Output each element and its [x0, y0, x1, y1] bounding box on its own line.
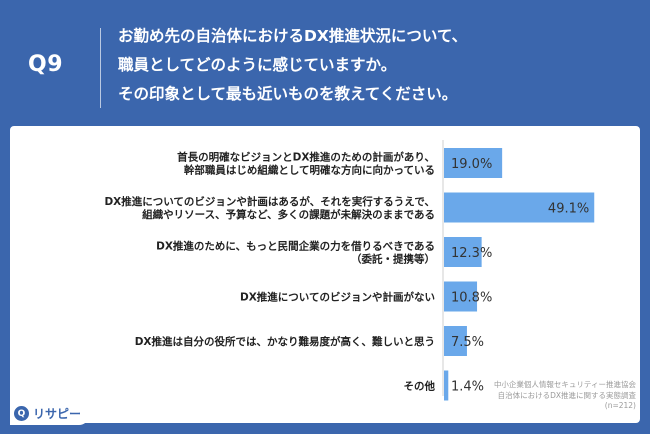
category-label-0-1: 幹部職員はじめ組織として明確な方向に向かっている [184, 164, 435, 177]
question-line-1: お勤め先の自治体におけるDX推進状況について、 [118, 27, 468, 45]
category-label-0-0: 首長の明確なビジョンとDX推進のための計画があり、 [177, 151, 435, 164]
question-text: お勤め先の自治体におけるDX推進状況について、 職員としてどのように感じています… [118, 22, 467, 109]
value-label-4: 7.5% [451, 335, 484, 350]
header-divider [100, 28, 101, 108]
question-number: Q9 [28, 52, 64, 77]
question-header: Q9 お勤め先の自治体におけるDX推進状況について、 職員としてどのように感じて… [0, 0, 650, 126]
value-label-5: 1.4% [451, 380, 484, 395]
question-line-2: 職員としてどのように感じていますか。 [118, 56, 397, 74]
bar-3 [444, 281, 478, 312]
bar-1 [444, 192, 595, 223]
category-label-1-1: 組織やリソース、予算など、多くの課題が未解決のままである [142, 208, 435, 221]
bar-4 [444, 326, 467, 356]
category-label-2-0: DX推進のために、もっと民間企業の力を借りるべきである [156, 240, 435, 253]
category-label-4-0: DX推進は自分の役所では、かなり難易度が高く、難しいと思う [135, 335, 435, 348]
chart-panel: 19.0% 首長の明確なビジョンとDX推進のための計画があり、 幹部職員はじめ組織と… [10, 126, 640, 423]
question-line-3: その印象として最も近いものを教えてください。 [118, 85, 458, 103]
value-label-1: 49.1% [548, 202, 589, 217]
value-label-0: 19.0% [451, 157, 492, 172]
brand-mark-icon: Q [14, 406, 29, 421]
category-label-5-0: その他 [404, 380, 436, 393]
source-note: 中小企業個人情報セキュリティー推進協会 自治体におけるDX推進に関する実態調査 … [436, 380, 636, 412]
category-label-3-0: DX推進についてのビジョンや計画がない [240, 291, 435, 304]
source-line-1: 中小企業個人情報セキュリティー推進協会 [493, 380, 636, 389]
bar-0 [444, 148, 503, 178]
bar-chart: 19.0% 首長の明確なビジョンとDX推進のための計画があり、幹部職員はじめ組織と… [104, 140, 595, 401]
value-label-2: 12.3% [451, 246, 492, 261]
brand-logo: Q リサピー [10, 402, 90, 425]
brand-name: リサピー [33, 407, 82, 421]
sample-size: (n=212) [604, 401, 636, 410]
source-line-2: 自治体におけるDX推進に関する実態調査 [497, 390, 636, 400]
category-label-2-1: （委託・提携等） [351, 253, 435, 266]
category-label-1-0: DX推進についてのビジョンや計画はあるが、それを実行するうえで、 [104, 195, 435, 208]
value-label-3: 10.8% [451, 291, 492, 306]
bar-5 [444, 370, 449, 401]
bar-2 [444, 237, 482, 267]
